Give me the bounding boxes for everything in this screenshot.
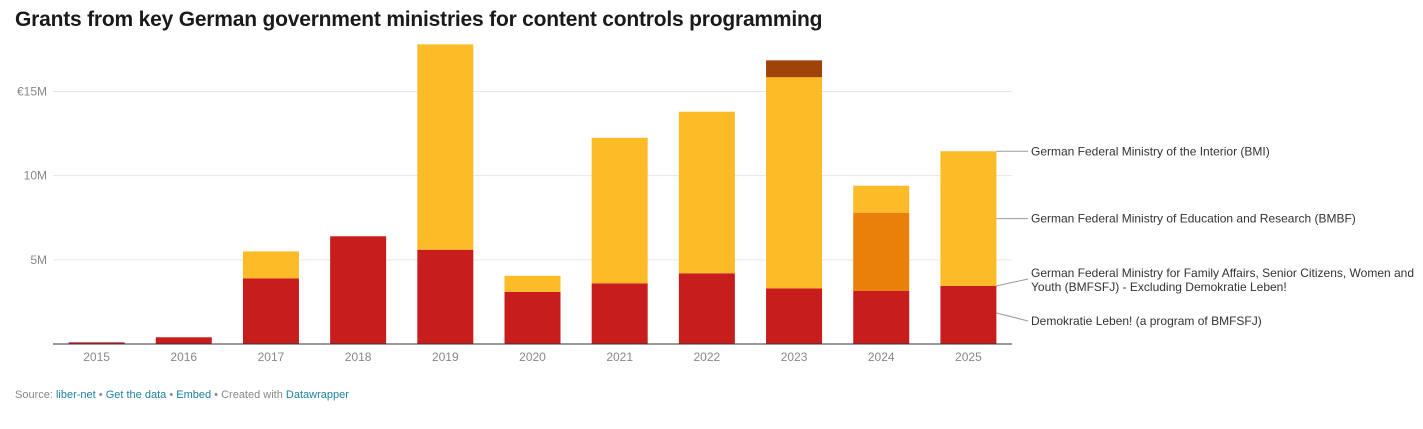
bar-segment (417, 44, 474, 250)
x-tick-label: 2021 (606, 350, 633, 364)
bar-segment (678, 273, 735, 344)
x-tick-label: 2025 (955, 350, 982, 364)
bar-segment (591, 137, 648, 284)
x-tick-label: 2017 (258, 350, 285, 364)
get-the-data-link[interactable]: Get the data (105, 389, 167, 401)
embed-link[interactable]: Embed (176, 389, 212, 401)
bmbf-label: German Federal Ministry of Education and… (1031, 212, 1356, 226)
bar-segment (853, 185, 910, 213)
bars (68, 44, 997, 344)
datawrapper-link[interactable]: Datawrapper (285, 389, 349, 401)
y-tick-label: 10M (24, 169, 47, 183)
source-prefix: Source: (15, 389, 53, 401)
bar-segment (417, 249, 474, 344)
bar-segment (940, 151, 997, 286)
bar-segment (591, 283, 648, 344)
x-tick-label: 2016 (170, 350, 197, 364)
created-with-text: Created with (221, 389, 283, 401)
bar-segment (504, 291, 561, 344)
bar-segment (766, 77, 823, 289)
bar-segment (853, 212, 910, 291)
bar-segment (766, 60, 823, 78)
bmfsfj-leader (996, 278, 1029, 287)
bmfsfj-label: Youth (BMFSFJ) - Excluding Demokratie Le… (1031, 280, 1287, 294)
footer-separator: • (98, 389, 103, 401)
bmfsfj-label: German Federal Ministry for Family Affai… (1031, 266, 1414, 280)
bar-segment (242, 278, 299, 344)
footer: Source: liber-net • Get the data • Embed… (15, 389, 349, 401)
y-axis-ticks: 5M 10M €15M (17, 85, 47, 267)
bar-segment (853, 290, 910, 344)
x-tick-label: 2023 (781, 350, 808, 364)
x-axis-ticks: 2015 2016 2017 2018 2019 2020 2021 2022 2023 2024… (83, 350, 982, 364)
footer-separator: • (169, 389, 174, 401)
x-tick-label: 2018 (345, 350, 372, 364)
footer-separator: • (214, 389, 219, 401)
bar-segment (242, 251, 299, 279)
bar-segment (678, 111, 735, 274)
direct-labels: German Federal Ministry of the Interior … (996, 144, 1414, 328)
bar-segment (766, 288, 823, 344)
x-tick-label: 2024 (868, 350, 895, 364)
dl-label: Demokratie Leben! (a program of BMFSFJ) (1031, 314, 1262, 328)
y-tick-label: 5M (30, 253, 47, 267)
x-tick-label: 2015 (83, 350, 110, 364)
chart-title: Grants from key German government minist… (15, 8, 823, 31)
x-tick-label: 2019 (432, 350, 459, 364)
bar-segment (504, 275, 561, 292)
x-tick-label: 2020 (519, 350, 546, 364)
bar-segment (940, 285, 997, 344)
source-link[interactable]: liber-net (55, 389, 96, 401)
bmi-label: German Federal Ministry of the Interior … (1031, 144, 1270, 158)
bar-segment (68, 342, 125, 344)
gridlines (53, 91, 1012, 261)
y-tick-label: €15M (17, 85, 47, 99)
bar-segment (330, 236, 387, 344)
dl-leader (996, 312, 1029, 322)
x-tick-label: 2022 (694, 350, 721, 364)
bar-segment (155, 337, 212, 344)
